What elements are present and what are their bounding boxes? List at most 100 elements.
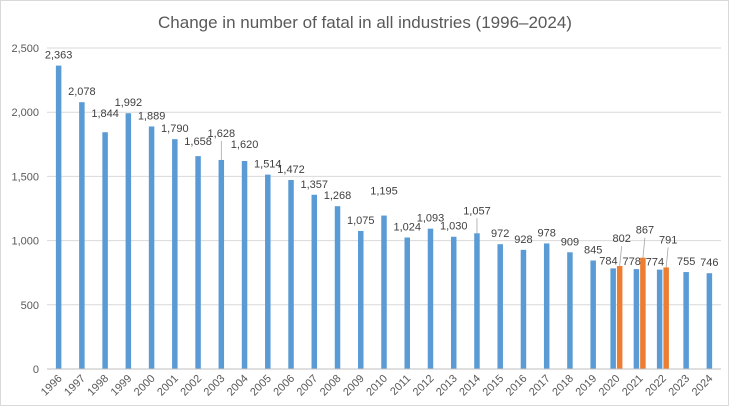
- data-label-1998: 1,844: [91, 108, 119, 120]
- data-label-2017: 978: [538, 227, 556, 239]
- data-label-2015: 972: [491, 228, 509, 240]
- bar-1999: [125, 113, 132, 369]
- bar-2019: [590, 260, 596, 369]
- bar-1998: [102, 132, 108, 369]
- data-label-2013: 1,030: [440, 221, 468, 233]
- data-label-2004: 1,620: [231, 139, 259, 151]
- x-tick-label: 2019: [573, 373, 599, 399]
- data-label-2012: 1,093: [417, 213, 445, 225]
- data-label-1996: 2,363: [45, 50, 73, 62]
- y-tick-label: 0: [33, 364, 39, 376]
- bar-orange-2021: [640, 257, 646, 369]
- data-label-2020: 784: [599, 255, 617, 267]
- x-tick-label: 1999: [109, 373, 135, 399]
- data-label-2001: 1,790: [161, 123, 189, 135]
- x-tick-label: 2018: [550, 373, 576, 399]
- bar-2018: [567, 252, 573, 369]
- x-tick-label: 2001: [155, 373, 181, 399]
- bar-orange-2022: [663, 267, 669, 369]
- x-tick-label: 2008: [318, 373, 344, 399]
- bar-2009: [358, 230, 364, 369]
- x-tick-label: 2024: [690, 373, 716, 399]
- data-label-2002: 1,658: [184, 136, 212, 148]
- bar-2001: [172, 139, 178, 369]
- bar-2015: [497, 244, 503, 369]
- leader-line: [642, 237, 646, 258]
- y-tick-label: 2,000: [11, 107, 39, 119]
- bar-2014: [474, 233, 480, 369]
- x-tick-label: 2023: [666, 373, 692, 399]
- data-label-2018: 909: [561, 236, 579, 248]
- data-label-1997: 2,078: [68, 86, 96, 98]
- data-label-2014: 1,057: [463, 205, 491, 217]
- bars: [55, 65, 713, 370]
- bar-orange-2020: [616, 266, 623, 369]
- leader-lines: [220, 140, 669, 268]
- x-tick-label: 1997: [62, 373, 88, 399]
- bar-2020: [610, 268, 616, 369]
- bar-2008: [334, 206, 341, 369]
- bar-2007: [311, 194, 318, 369]
- leader-line: [619, 245, 623, 267]
- data-label-2009: 1,075: [347, 215, 375, 227]
- x-tick-label: 2012: [411, 373, 437, 399]
- x-tick-label: 2006: [271, 373, 297, 399]
- bar-2000: [148, 126, 155, 370]
- x-tick-label: 2022: [643, 373, 669, 399]
- data-label-2024: 746: [700, 257, 718, 269]
- data-label-2010: 1,195: [370, 186, 398, 198]
- x-tick-label: 2020: [597, 373, 623, 399]
- data-label-2021: 778: [622, 256, 640, 268]
- x-tick-label: 2007: [295, 373, 321, 399]
- x-tick-label: 2000: [132, 373, 158, 399]
- bar-2017: [543, 243, 550, 369]
- x-tick-label: 2014: [457, 373, 483, 399]
- x-tick-label: 1996: [39, 373, 65, 399]
- data-label-2016: 928: [514, 234, 532, 246]
- data-label-2003: 1,628: [208, 128, 236, 140]
- bar-1997: [79, 102, 85, 369]
- data-label-2008: 1,268: [324, 190, 352, 202]
- bar-2010: [381, 215, 387, 369]
- data-label-1999: 1,992: [115, 97, 143, 109]
- data-label-2023: 755: [677, 256, 695, 268]
- y-axis: 0 500 1,000 1,500 2,000 2,500: [11, 43, 39, 376]
- y-tick-label: 1,000: [11, 236, 39, 248]
- x-tick-label: 2003: [202, 373, 228, 399]
- y-tick-label: 2,500: [11, 43, 39, 55]
- bar-2002: [195, 156, 201, 369]
- x-tick-label: 1998: [85, 373, 111, 399]
- data-label-orange-2020: 802: [612, 233, 630, 245]
- x-tick-label: 2016: [504, 373, 530, 399]
- bar-2012: [427, 228, 434, 369]
- bar-2006: [288, 179, 294, 369]
- data-label-2019: 845: [584, 245, 602, 257]
- data-label-2007: 1,357: [301, 179, 329, 191]
- bar-2023: [683, 272, 689, 369]
- x-tick-label: 2002: [178, 373, 204, 399]
- x-tick-label: 2017: [527, 373, 553, 399]
- x-tick-label: 2009: [341, 373, 367, 399]
- data-label-2022: 774: [646, 257, 664, 269]
- x-tick-label: 2021: [620, 373, 646, 399]
- bar-2005: [265, 174, 271, 369]
- x-tick-label: 2010: [364, 373, 390, 399]
- bar-2016: [520, 249, 527, 369]
- data-label-orange-2021: 867: [636, 225, 654, 237]
- bar-2004: [241, 160, 248, 369]
- data-label-2006: 1,472: [277, 164, 305, 176]
- bar-2022: [656, 269, 663, 369]
- x-tick-label: 2013: [434, 373, 460, 399]
- data-label-2005: 1,514: [254, 159, 282, 171]
- x-tick-label: 2011: [388, 373, 413, 398]
- bar-2013: [450, 236, 457, 369]
- data-labels: 2,363 2,078 1,8441,9921,8891,7901,6581,628…: [45, 50, 719, 270]
- bar-2021: [633, 269, 640, 369]
- x-axis: 1996199719981999200020012002200320042005…: [39, 368, 721, 399]
- y-tick-label: 500: [21, 300, 39, 312]
- data-label-orange-2022: 791: [659, 234, 677, 246]
- y-tick-label: 1,500: [11, 171, 39, 183]
- data-label-2000: 1,889: [138, 110, 166, 122]
